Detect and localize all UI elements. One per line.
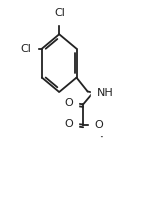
Text: O: O [64,98,73,108]
Text: NH: NH [96,88,113,98]
Text: Cl: Cl [54,8,65,18]
Text: Cl: Cl [21,44,32,54]
Text: O: O [95,120,103,130]
Text: O: O [64,119,73,129]
